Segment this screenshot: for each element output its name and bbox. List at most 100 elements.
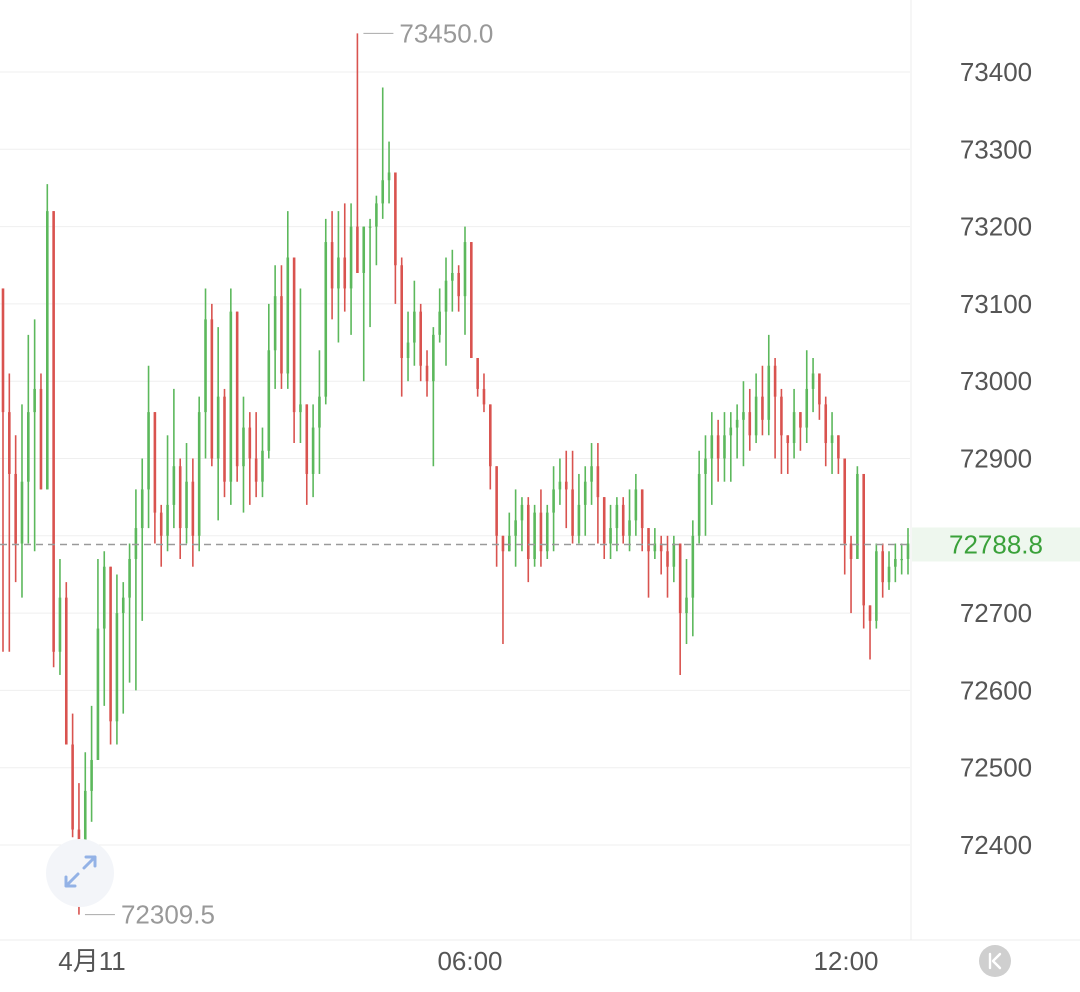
- candle-up: [729, 412, 733, 482]
- candle-body: [476, 358, 479, 389]
- candle-body: [552, 489, 555, 513]
- candle-down: [223, 388, 226, 498]
- candle-up: [906, 528, 910, 575]
- candle-up: [128, 543, 131, 683]
- candle-body: [583, 481, 587, 505]
- candle-up: [628, 489, 631, 552]
- candle-body: [894, 558, 897, 567]
- candle-down: [843, 458, 847, 575]
- candle-body: [368, 226, 372, 228]
- candle-body: [109, 566, 112, 722]
- candle-down: [716, 419, 720, 482]
- scroll-to-latest-button[interactable]: [979, 945, 1011, 977]
- candle-down: [773, 358, 777, 459]
- candle-body: [242, 427, 245, 467]
- candle-body: [115, 613, 119, 722]
- candle-up: [349, 203, 353, 335]
- candle-body: [754, 396, 758, 436]
- candle-body: [20, 481, 24, 544]
- candle-body: [432, 334, 435, 382]
- candle-body: [71, 744, 74, 830]
- candle-up: [337, 211, 340, 343]
- candle-body: [666, 551, 669, 567]
- y-tick-label: 72500: [960, 753, 1032, 783]
- candle-body: [659, 543, 663, 552]
- candle-body: [837, 435, 840, 459]
- candle-down: [621, 497, 625, 544]
- candle-body: [280, 296, 283, 374]
- candle-body: [159, 512, 163, 536]
- candle-body: [204, 319, 207, 413]
- candle-body: [571, 489, 574, 536]
- candle-up: [792, 388, 796, 459]
- candle-up: [507, 512, 511, 552]
- candle-up: [653, 528, 657, 559]
- candle-down: [343, 203, 347, 312]
- candle-body: [457, 272, 460, 297]
- candle-up: [875, 543, 878, 629]
- x-tick-label: 06:00: [437, 946, 502, 976]
- candle-body: [324, 242, 328, 397]
- candle-down: [71, 713, 74, 838]
- candle-body: [8, 412, 11, 474]
- candle-up: [533, 504, 536, 567]
- candle-body: [235, 311, 239, 467]
- candle-down: [178, 458, 182, 559]
- candle-up: [754, 373, 758, 444]
- candle-body: [685, 597, 688, 614]
- y-tick-label: 73000: [960, 366, 1032, 396]
- candle-body: [96, 628, 100, 760]
- candle-body: [147, 412, 150, 490]
- y-tick-label: 73300: [960, 134, 1032, 164]
- candle-body: [248, 427, 252, 459]
- candle-up: [216, 327, 220, 521]
- candle-body: [197, 412, 201, 536]
- candle-down: [457, 265, 460, 312]
- candle-down: [39, 373, 43, 490]
- candle-up: [583, 466, 587, 536]
- candle-up: [267, 303, 271, 459]
- candle-body: [172, 466, 176, 505]
- candle-body: [564, 481, 568, 490]
- candle-down: [482, 373, 486, 413]
- candle-down: [824, 396, 828, 467]
- candle-body: [362, 226, 366, 273]
- candle-down: [330, 211, 334, 320]
- candle-body: [590, 466, 593, 482]
- candle-body: [90, 759, 93, 791]
- candle-body: [223, 396, 226, 482]
- candle-up: [685, 558, 688, 645]
- candle-up: [261, 427, 264, 498]
- candle-down: [526, 497, 530, 583]
- candle-up: [545, 504, 549, 559]
- candle-up: [204, 288, 207, 459]
- candle-body: [501, 535, 505, 552]
- reset-zoom-button[interactable]: [46, 839, 114, 907]
- candle-down: [868, 605, 872, 660]
- candle-up: [856, 466, 859, 559]
- candle-layer: [1, 33, 910, 915]
- candle-body: [191, 481, 195, 536]
- candle-up: [438, 288, 441, 343]
- candle-up: [33, 319, 36, 552]
- candle-body: [470, 242, 473, 359]
- candle-body: [678, 543, 682, 614]
- candle-down: [470, 242, 473, 359]
- candle-body: [349, 226, 353, 289]
- candle-body: [387, 172, 391, 181]
- candle-up: [375, 195, 378, 266]
- candle-body: [267, 350, 271, 451]
- candle-body: [748, 412, 752, 436]
- candle-up: [735, 404, 739, 459]
- candle-down: [780, 388, 783, 474]
- candle-up: [894, 543, 897, 583]
- candle-body: [773, 365, 777, 397]
- candle-body: [356, 226, 359, 273]
- candle-up: [324, 218, 328, 405]
- candle-down: [786, 435, 790, 474]
- candle-body: [305, 404, 309, 474]
- candle-up: [406, 311, 410, 382]
- candle-up: [311, 404, 315, 498]
- candle-body: [375, 203, 378, 227]
